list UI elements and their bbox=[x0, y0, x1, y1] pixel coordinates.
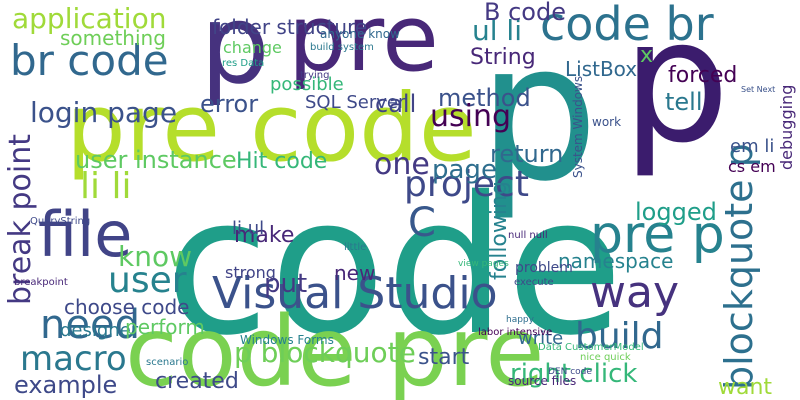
word: execute bbox=[514, 277, 554, 288]
word: build bbox=[575, 316, 664, 357]
word: macro bbox=[20, 339, 127, 379]
word: page bbox=[432, 155, 497, 185]
word: example bbox=[14, 371, 117, 399]
word: tell bbox=[665, 88, 703, 116]
word: error bbox=[200, 90, 258, 118]
word: file bbox=[38, 198, 132, 271]
word: following bbox=[487, 181, 512, 280]
word: build system bbox=[310, 42, 374, 53]
word: logged bbox=[635, 198, 717, 226]
word: nice quick bbox=[580, 352, 631, 363]
word: trying bbox=[300, 70, 329, 81]
word: SQL Server bbox=[305, 92, 406, 113]
word: debugging bbox=[777, 85, 796, 170]
word: anyone know bbox=[320, 27, 400, 41]
word: call bbox=[375, 90, 416, 118]
word: scenario bbox=[146, 357, 188, 368]
word: p bbox=[200, 0, 270, 108]
word: know bbox=[118, 240, 192, 273]
word: choose code bbox=[64, 295, 189, 319]
word: labor intensive bbox=[478, 327, 552, 338]
word: view pages bbox=[458, 259, 509, 269]
word: created bbox=[155, 369, 239, 394]
word: blockquote p bbox=[717, 143, 761, 390]
word: user instance bbox=[75, 146, 237, 174]
word: work bbox=[592, 115, 621, 129]
word: QueryString bbox=[30, 216, 90, 227]
word: Hit code bbox=[236, 149, 327, 174]
word: pre code bbox=[66, 74, 477, 183]
word: C bbox=[408, 200, 436, 246]
word: application bbox=[12, 2, 166, 35]
word: put bbox=[264, 269, 307, 299]
word: p bbox=[478, 2, 599, 223]
word: project bbox=[404, 164, 529, 205]
word: x bbox=[640, 43, 653, 68]
word: login page bbox=[30, 96, 177, 129]
word: em li bbox=[730, 136, 774, 157]
word: want bbox=[718, 375, 772, 400]
word: code pre bbox=[125, 296, 544, 400]
word: code br bbox=[540, 0, 714, 51]
word: folder structure bbox=[212, 15, 367, 39]
word: break point bbox=[3, 134, 38, 305]
word: make bbox=[234, 223, 294, 248]
word: happy bbox=[506, 315, 535, 325]
word: right click bbox=[510, 359, 637, 389]
word: System Windows bbox=[571, 76, 585, 178]
word: forced bbox=[668, 63, 737, 88]
word: little bbox=[344, 242, 366, 253]
word: something bbox=[60, 26, 166, 50]
word: return bbox=[490, 140, 563, 168]
word: code bbox=[165, 156, 623, 377]
word: String bbox=[470, 45, 536, 70]
word: p blockquote bbox=[234, 336, 416, 369]
word: DEN code bbox=[548, 367, 592, 377]
word: problem bbox=[515, 260, 573, 276]
word: strong bbox=[225, 263, 276, 282]
word: write bbox=[518, 328, 563, 349]
word: ul li bbox=[472, 14, 522, 47]
word: using bbox=[430, 99, 511, 134]
word: br code bbox=[10, 36, 169, 85]
word: ListBox bbox=[565, 57, 637, 81]
word: new bbox=[334, 261, 375, 285]
word: res Data bbox=[222, 58, 264, 69]
word: null null bbox=[508, 230, 548, 241]
word: designer bbox=[60, 320, 139, 341]
word: Windows Forms bbox=[240, 333, 334, 347]
word: li li bbox=[80, 166, 131, 207]
word: pre bbox=[288, 0, 439, 92]
word: B code bbox=[484, 0, 566, 26]
word: user bbox=[108, 260, 187, 301]
word: pre p bbox=[590, 205, 725, 265]
word: one bbox=[374, 147, 430, 182]
word: breakpoint bbox=[14, 277, 68, 288]
word: need bbox=[40, 302, 140, 348]
word: method bbox=[438, 84, 531, 112]
word: change bbox=[223, 38, 282, 57]
word: start bbox=[418, 345, 470, 370]
word: cs em bbox=[728, 157, 776, 176]
word: Visual Studio bbox=[212, 268, 497, 319]
word: way bbox=[590, 267, 679, 318]
word: namespace bbox=[558, 249, 673, 273]
word: li ul bbox=[232, 218, 264, 239]
word: Data CustomerModel bbox=[538, 342, 644, 353]
word: possible bbox=[270, 74, 344, 95]
word: source files bbox=[508, 374, 576, 388]
word: Set Next bbox=[741, 85, 775, 94]
word: perform bbox=[125, 315, 205, 339]
word: p bbox=[622, 0, 730, 181]
